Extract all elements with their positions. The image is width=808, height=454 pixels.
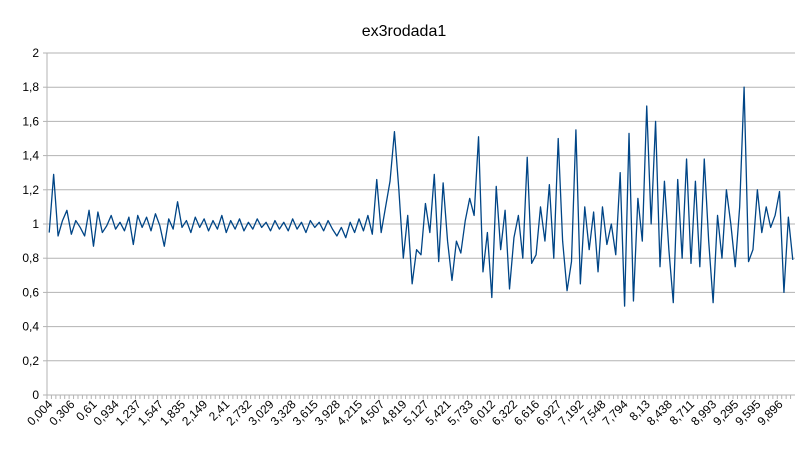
- y-tick-label: 1,4: [22, 149, 39, 163]
- y-tick-label: 2: [32, 46, 39, 60]
- y-tick-label: 0,8: [22, 251, 39, 265]
- y-tick-label: 0: [32, 388, 39, 402]
- y-tick-label: 0,6: [22, 285, 39, 299]
- chart-title: ex3rodada1: [362, 23, 447, 40]
- y-tick-label: 1,6: [22, 114, 39, 128]
- y-tick-label: 1,8: [22, 80, 39, 94]
- y-tick-label: 0,2: [22, 354, 39, 368]
- y-tick-label: 0,4: [22, 320, 39, 334]
- data-line: [48, 86, 794, 307]
- y-tick-label: 1,2: [22, 183, 39, 197]
- y-tick-label: 1: [32, 217, 39, 231]
